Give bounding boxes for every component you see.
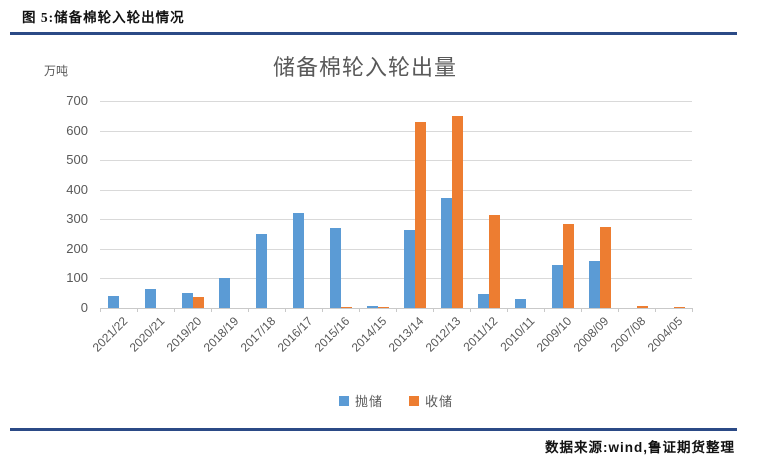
x-axis-tick xyxy=(396,308,397,312)
release-bar-2011-12 xyxy=(477,293,489,308)
release-bar-2018-19 xyxy=(218,278,230,308)
x-tick-label-2015-16: 2015/16 xyxy=(311,314,353,355)
y-tick-label-200: 200 xyxy=(66,240,88,256)
x-tick-label-2020-21: 2020/21 xyxy=(126,314,168,355)
storage-bar-2004-05 xyxy=(673,307,685,308)
release-bar-2020-21 xyxy=(144,289,156,308)
x-axis-tick xyxy=(618,308,619,312)
x-axis-tick xyxy=(655,308,656,312)
storage-bar-2009-10 xyxy=(562,223,574,308)
storage-bar-2007-08 xyxy=(636,305,648,308)
x-tick-label-2021-22: 2021/22 xyxy=(89,314,131,355)
y-tick-label-100: 100 xyxy=(66,270,88,286)
storage-bar-2008-09 xyxy=(599,227,611,308)
storage-bar-2012-13 xyxy=(451,115,463,308)
release-bar-2019-20 xyxy=(181,293,193,308)
release-bar-2013-14 xyxy=(403,230,415,308)
x-tick-label-2018-19: 2018/19 xyxy=(200,314,242,355)
x-axis-tick xyxy=(470,308,471,312)
x-tick-label-2010-11: 2010/11 xyxy=(497,314,538,354)
y-tick-label-500: 500 xyxy=(66,152,88,168)
release-bar-2012-13 xyxy=(440,198,452,308)
gridline-100 xyxy=(100,278,692,280)
y-axis-unit-label: 万吨 xyxy=(44,64,69,78)
x-axis-tick xyxy=(211,308,212,312)
data-source-note: 数据来源:wind,鲁证期货整理 xyxy=(545,440,735,455)
x-tick-label-2014-15: 2014/15 xyxy=(348,314,390,355)
y-tick-label-400: 400 xyxy=(66,181,88,197)
x-tick-label-2017-18: 2017/18 xyxy=(237,314,279,355)
chart-title: 储备棉轮入轮出量 xyxy=(272,55,457,80)
x-tick-label-2011-12: 2011/12 xyxy=(460,314,501,354)
x-axis-tick xyxy=(174,308,175,312)
storage-bar-2013-14 xyxy=(414,122,426,308)
storage-bar-2011-12 xyxy=(488,215,500,308)
y-tick-label-700: 700 xyxy=(66,93,88,108)
legend-swatch-storage xyxy=(409,395,419,406)
y-tick-label-600: 600 xyxy=(66,122,88,138)
x-axis-tick xyxy=(507,308,508,312)
release-bar-2016-17 xyxy=(292,212,304,308)
x-tick-label-2008-09: 2008/09 xyxy=(570,314,612,355)
gridline-600 xyxy=(100,130,692,132)
x-axis-tick xyxy=(692,308,693,312)
release-bar-2009-10 xyxy=(551,265,563,308)
storage-bar-2015-16 xyxy=(340,307,352,308)
x-tick-label-2004-05: 2004/05 xyxy=(644,314,686,355)
footer-divider-line xyxy=(10,428,737,431)
storage-bar-2019-20 xyxy=(192,297,204,308)
legend-swatch-release xyxy=(338,395,349,406)
x-tick-label-2013-14: 2013/14 xyxy=(385,314,427,355)
x-axis-tick xyxy=(544,308,545,312)
x-axis-tick xyxy=(359,308,360,312)
x-axis-tick xyxy=(100,308,101,312)
gridline-700 xyxy=(100,101,692,102)
x-axis-tick xyxy=(137,308,138,312)
figure-caption: 图 5:储备棉轮入轮出情况 xyxy=(22,10,185,25)
x-axis-tick xyxy=(322,308,323,312)
x-tick-label-2007-08: 2007/08 xyxy=(607,314,649,355)
legend-label-storage: 收储 xyxy=(425,394,454,409)
x-axis-tick xyxy=(581,308,582,312)
gridline-400 xyxy=(100,189,692,191)
legend-label-release: 抛储 xyxy=(354,394,383,409)
gridline-300 xyxy=(100,219,692,221)
y-tick-label-0: 0 xyxy=(80,300,88,315)
y-tick-label-300: 300 xyxy=(66,211,88,227)
gridline-500 xyxy=(100,160,692,162)
x-axis-tick xyxy=(433,308,434,312)
legend-item-release: 抛储 xyxy=(338,391,383,410)
release-bar-2010-11 xyxy=(514,299,526,308)
x-tick-label-2019-20: 2019/20 xyxy=(163,314,205,355)
plot-area xyxy=(100,101,692,309)
legend-item-storage: 收储 xyxy=(409,391,453,410)
release-bar-2014-15 xyxy=(366,305,378,308)
release-bar-2021-22 xyxy=(107,296,119,308)
chart-legend: 抛储 收储 xyxy=(100,391,692,410)
x-tick-label-2016-17: 2016/17 xyxy=(274,314,316,355)
x-tick-label-2009-10: 2009/10 xyxy=(533,314,575,355)
header-divider-line xyxy=(10,32,737,35)
release-bar-2017-18 xyxy=(255,234,267,308)
storage-bar-2014-15 xyxy=(377,307,389,308)
gridline-200 xyxy=(100,248,692,250)
x-axis-tick xyxy=(285,308,286,312)
release-bar-2008-09 xyxy=(588,261,600,308)
release-bar-2015-16 xyxy=(329,228,341,308)
x-axis-tick xyxy=(248,308,249,312)
x-tick-label-2012-13: 2012/13 xyxy=(422,314,464,355)
